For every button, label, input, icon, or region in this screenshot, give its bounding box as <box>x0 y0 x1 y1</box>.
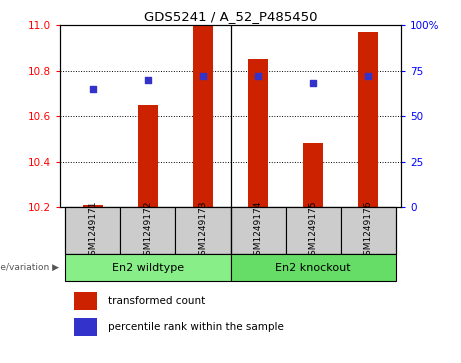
Bar <box>83 205 103 207</box>
Bar <box>285 207 341 254</box>
Bar <box>74 292 97 310</box>
Point <box>254 73 262 79</box>
Text: transformed count: transformed count <box>108 296 205 306</box>
Bar <box>248 60 268 207</box>
Point <box>144 77 152 83</box>
Point <box>89 86 97 92</box>
Text: genotype/variation ▶: genotype/variation ▶ <box>0 263 59 272</box>
Text: En2 knockout: En2 knockout <box>275 263 351 273</box>
Text: GSM1249171: GSM1249171 <box>89 200 97 261</box>
Bar <box>230 207 285 254</box>
Bar <box>65 254 230 281</box>
Text: GSM1249176: GSM1249176 <box>364 200 372 261</box>
Bar <box>138 105 158 207</box>
Text: GSM1249173: GSM1249173 <box>199 200 207 261</box>
Title: GDS5241 / A_52_P485450: GDS5241 / A_52_P485450 <box>144 10 317 23</box>
Bar <box>120 207 176 254</box>
Point <box>309 81 317 86</box>
Text: En2 wildtype: En2 wildtype <box>112 263 184 273</box>
Bar <box>65 207 120 254</box>
Text: GSM1249174: GSM1249174 <box>254 200 262 261</box>
Bar <box>341 207 396 254</box>
Text: GSM1249175: GSM1249175 <box>308 200 318 261</box>
Text: percentile rank within the sample: percentile rank within the sample <box>108 322 284 332</box>
Point <box>364 73 372 79</box>
Bar <box>230 254 396 281</box>
Bar <box>74 318 97 335</box>
Point <box>199 73 207 79</box>
Bar <box>176 207 230 254</box>
Text: GSM1249172: GSM1249172 <box>143 200 153 261</box>
Bar <box>359 32 378 207</box>
Bar <box>303 143 323 207</box>
Bar <box>193 25 213 207</box>
